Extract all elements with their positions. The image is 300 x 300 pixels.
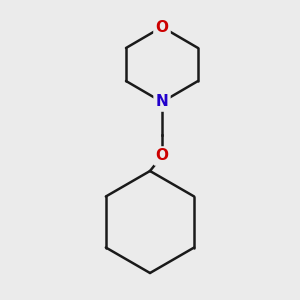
Text: O: O bbox=[155, 20, 169, 34]
Text: N: N bbox=[156, 94, 168, 110]
Text: O: O bbox=[155, 148, 169, 164]
